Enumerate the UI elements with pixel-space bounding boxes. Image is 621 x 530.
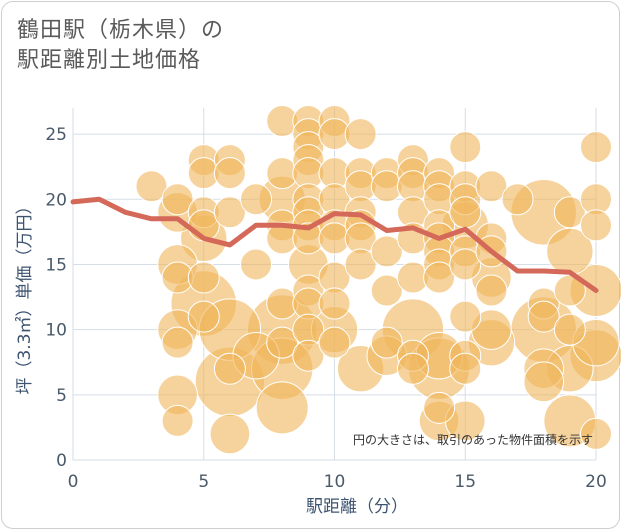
bubble: [580, 209, 612, 242]
bubble: [449, 300, 482, 333]
chart-title: 鶴田駅（栃木県）の 駅距離別土地価格: [17, 16, 224, 76]
x-tick-label: 15: [454, 472, 476, 492]
y-tick-label: 10: [45, 321, 67, 341]
y-tick-label: 5: [56, 386, 67, 406]
bubbles: [135, 105, 621, 455]
x-tick-label: 10: [324, 472, 346, 492]
bubble: [187, 261, 220, 294]
bubble: [553, 313, 586, 346]
bubble: [187, 300, 220, 333]
bubble: [344, 248, 377, 281]
bubble: [213, 157, 246, 190]
x-axis-label: 駅距離（分）: [306, 497, 408, 517]
bubble: [449, 131, 482, 164]
bubble: [213, 352, 246, 385]
bubble: [423, 391, 456, 424]
axis-ticks: 0 5 10 15 20 0 5 10 15 20 25: [45, 125, 606, 492]
y-tick-label: 0: [56, 451, 67, 471]
bubble: [318, 326, 351, 359]
bubble: [213, 196, 246, 229]
bubble: [292, 339, 325, 372]
bubble: [475, 274, 508, 307]
y-tick-label: 15: [45, 255, 67, 275]
bubble: [553, 196, 586, 229]
y-axis-label: 坪（3.3㎡）単価（万円）: [15, 197, 35, 394]
bubble: [449, 196, 482, 229]
bubble: [449, 352, 482, 385]
bubble: [475, 170, 508, 203]
bubble: [370, 274, 403, 307]
bubble: [580, 131, 612, 164]
bubble: [161, 404, 194, 437]
title-line-2: 駅距離別土地価格: [17, 48, 202, 73]
bubble: [161, 326, 194, 359]
bubble: [318, 287, 351, 320]
bubble: [370, 235, 403, 268]
bubble: [523, 361, 565, 403]
size-annotation: 円の大きさは、取引のあった物件面積を示す: [353, 432, 593, 447]
y-tick-label: 20: [45, 190, 67, 210]
bubble: [449, 248, 482, 281]
average-price-line: [70, 196, 599, 293]
bubble: [370, 326, 403, 359]
bubble: [501, 183, 534, 216]
bubble: [423, 261, 456, 294]
bubble: [209, 413, 251, 455]
x-tick-label: 5: [198, 472, 209, 492]
y-tick-label: 25: [45, 125, 67, 145]
bubble: [240, 183, 273, 216]
bubble: [255, 381, 309, 435]
x-tick-label: 20: [585, 472, 607, 492]
bubble: [266, 326, 299, 359]
bubble: [161, 183, 194, 216]
title-line-1: 鶴田駅（栃木県）の: [17, 18, 225, 43]
bubble: [344, 118, 377, 151]
bubble: [527, 300, 560, 333]
bubble: [135, 170, 168, 203]
bubble: [580, 417, 612, 450]
bubble: [396, 352, 429, 385]
bubble: [240, 248, 273, 281]
x-tick-label: 0: [68, 472, 79, 492]
